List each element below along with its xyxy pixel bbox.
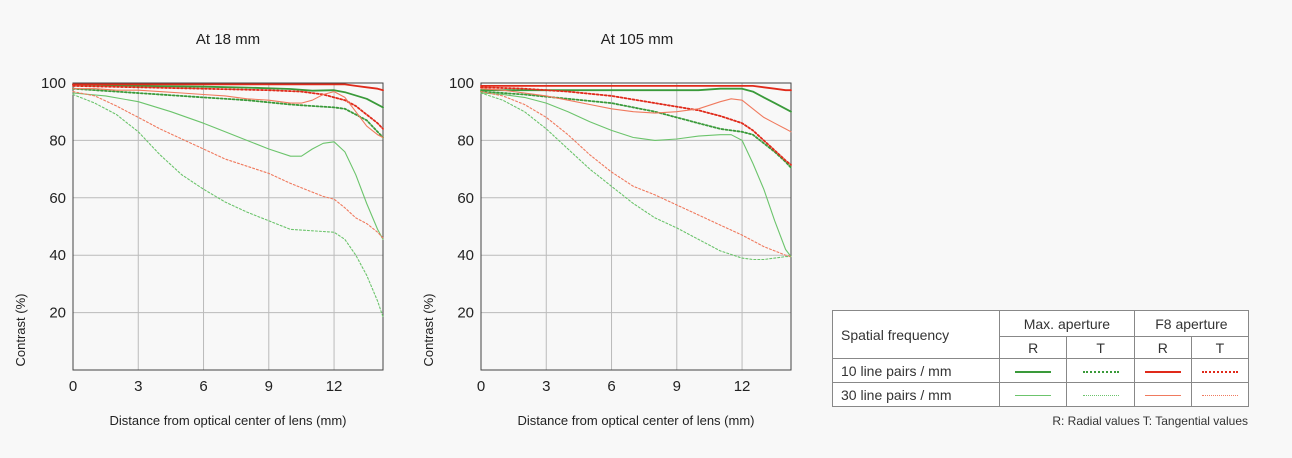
legend-col-max-aperture: Max. aperture [999, 310, 1135, 337]
x-tick-label: 12 [326, 378, 343, 395]
chart-panel-1: At 18 mm 0 3 6 9 12 100 20 40 60 80 Distance from o… [13, 31, 384, 428]
legend-note: R: Radial values T: Tangential values [1052, 414, 1248, 428]
legend-sub-t: T [1066, 336, 1135, 359]
x-tick-label: 9 [673, 378, 681, 395]
legend-col-f8-aperture: F8 aperture [1133, 310, 1250, 337]
legend-swatch-10-max-r [998, 358, 1068, 383]
legend-corner: Spatial frequency [832, 310, 1000, 359]
legend-swatch-30-max-t [1066, 382, 1135, 407]
series-line-3 [480, 92, 792, 258]
legend-swatch-10-f8-r [1133, 358, 1192, 383]
legend-swatch-10-max-t [1066, 358, 1135, 383]
legend-swatch-30-f8-r [1133, 382, 1192, 407]
legend-swatch-30-f8-t [1190, 382, 1250, 407]
legend-sub-t: T [1190, 336, 1250, 359]
y-axis-label: Contrast (%) [13, 294, 28, 367]
y-tick-label: 60 [49, 190, 66, 207]
legend: Spatial frequency Max. aperture F8 apert… [832, 310, 1250, 407]
series-line-1 [480, 87, 792, 113]
series-line-2 [72, 87, 384, 139]
legend-table: Spatial frequency Max. aperture F8 apert… [832, 310, 1250, 407]
y-tick-label: 40 [457, 247, 474, 264]
series-line-1 [72, 83, 384, 109]
series-line-6 [480, 86, 792, 166]
legend-row-10lp: 10 line pairs / mm [832, 358, 1000, 383]
series-line-5 [480, 85, 792, 92]
series-line-5 [72, 83, 384, 92]
chart-title: At 105 mm [601, 31, 674, 48]
series-line-8 [72, 91, 384, 239]
x-axis-label: Distance from optical center of lens (mm… [518, 413, 755, 428]
x-tick-label: 3 [542, 378, 550, 395]
x-tick-label: 6 [199, 378, 207, 395]
x-tick-label: 12 [734, 378, 751, 395]
legend-row-30lp: 30 line pairs / mm [832, 382, 1000, 407]
series-line-8 [480, 91, 792, 258]
y-tick-label: 100 [41, 75, 66, 92]
series-line-6 [72, 85, 384, 130]
x-tick-label: 6 [607, 378, 615, 395]
y-tick-label: 100 [449, 75, 474, 92]
legend-swatch-10-f8-t [1190, 358, 1250, 383]
series-line-7 [480, 88, 792, 133]
y-tick-label: 60 [457, 190, 474, 207]
chart-title: At 18 mm [196, 31, 260, 48]
x-tick-label: 9 [265, 378, 273, 395]
x-axis-label: Distance from optical center of lens (mm… [110, 413, 347, 428]
x-tick-label: 0 [69, 378, 77, 395]
y-tick-label: 20 [49, 305, 66, 322]
y-tick-label: 80 [49, 132, 66, 149]
legend-swatch-30-max-r [998, 382, 1068, 407]
x-tick-label: 0 [477, 378, 485, 395]
legend-sub-r: R [1133, 336, 1192, 359]
series-line-3 [72, 92, 384, 240]
series-line-4 [480, 92, 792, 261]
chart-panel-2: At 105 mm 0 3 6 9 12 100 20 40 60 80 Distance from … [421, 31, 792, 428]
series-line-2 [480, 90, 792, 169]
x-tick-label: 3 [134, 378, 142, 395]
plot-frame [480, 82, 792, 371]
y-tick-label: 40 [49, 247, 66, 264]
y-tick-label: 80 [457, 132, 474, 149]
series-line-7 [72, 88, 384, 139]
legend-sub-r: R [998, 336, 1068, 359]
y-tick-label: 20 [457, 305, 474, 322]
plot-frame [72, 82, 384, 371]
series-line-4 [72, 93, 384, 318]
y-axis-label: Contrast (%) [421, 294, 436, 367]
